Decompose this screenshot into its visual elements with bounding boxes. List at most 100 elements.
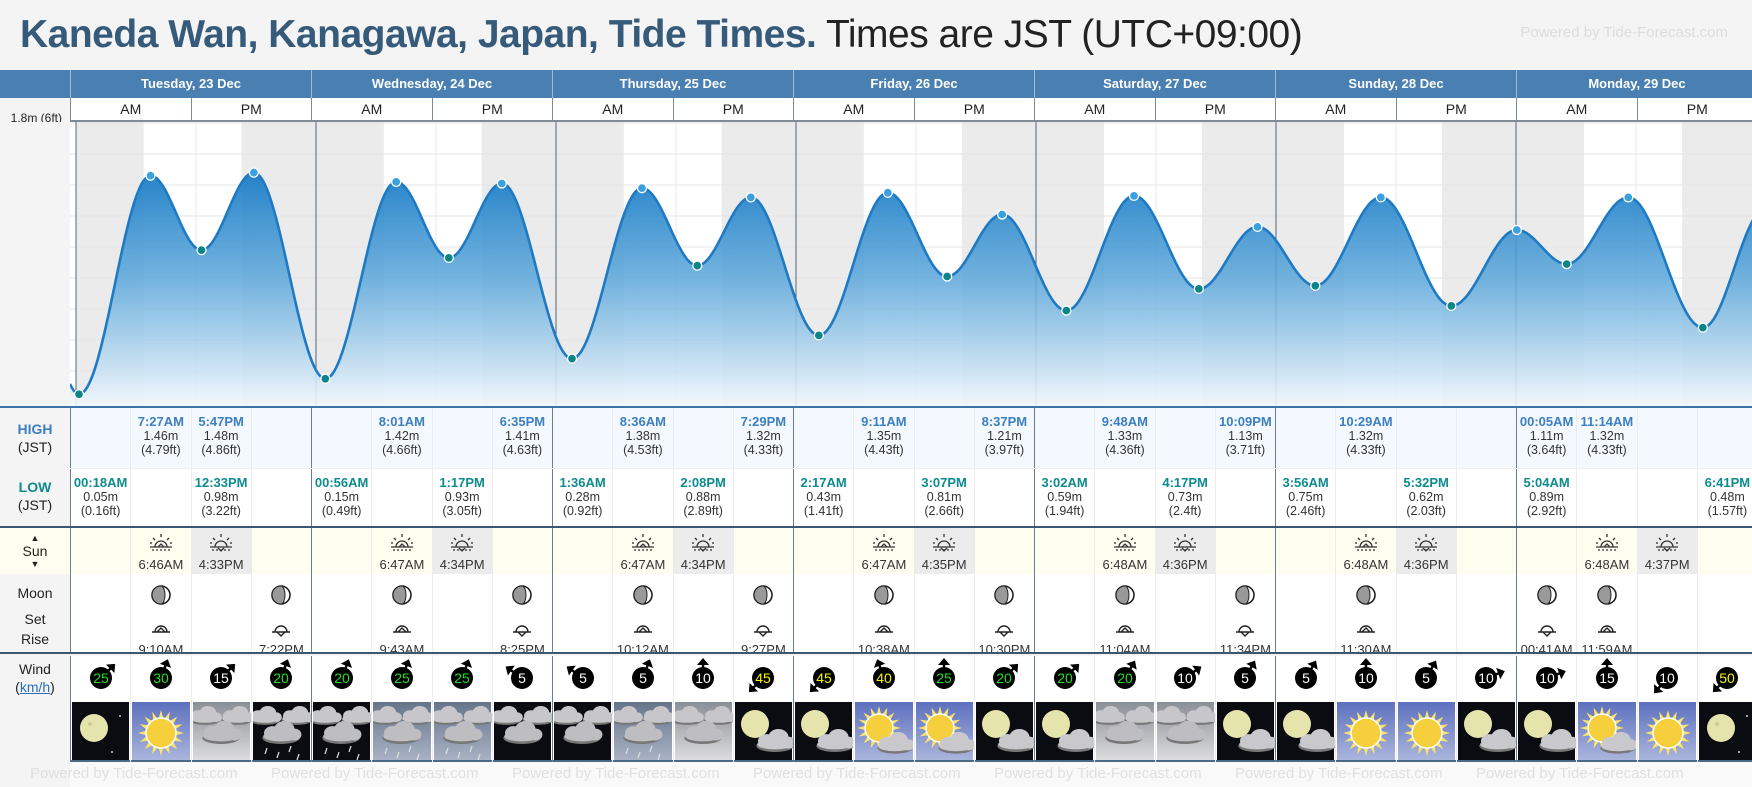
- day-header: Sunday, 28 Dec: [1275, 70, 1516, 98]
- moon-cell: 11:30AM: [1335, 574, 1395, 652]
- moon-cell: 7:22PM: [250, 574, 311, 652]
- wind-arrow-icon: 20: [312, 658, 371, 700]
- wind-arrow-icon: 5: [1397, 658, 1456, 700]
- wind-cell: 15: [1576, 656, 1636, 700]
- moonrise-icon: [1336, 619, 1395, 642]
- weather-cell: [70, 700, 130, 762]
- wind-arrow-icon: 5: [1216, 658, 1275, 700]
- wind-cell: 10: [672, 656, 733, 700]
- high-tide-time: 9:11AM: [861, 414, 907, 429]
- moon-cell: [311, 574, 371, 652]
- high-tide-time: 5:47PM: [198, 414, 244, 429]
- wind-arrow-icon: 20: [975, 658, 1034, 700]
- high-tide-meters: 1.35m: [866, 429, 902, 443]
- high-tide-feet: (4.36ft): [1105, 443, 1145, 457]
- low-tide-feet: (2.46ft): [1285, 504, 1326, 518]
- moon-cell: 9:10AM: [130, 574, 190, 652]
- high-tide-cell: 10:09PM 1.13m (3.71ft): [1214, 408, 1275, 468]
- wind-cell: 5: [491, 656, 552, 700]
- day-header: Wednesday, 24 Dec: [311, 70, 552, 98]
- night-partly-cloudy-icon: [734, 702, 793, 760]
- moonrise-icon: [613, 619, 672, 642]
- sun-cell: 4:36PM: [1154, 528, 1215, 574]
- high-tide-feet: (4.53ft): [623, 443, 663, 457]
- moonrise-time: 9:43AM: [379, 642, 425, 652]
- low-tide-point: [1061, 305, 1072, 316]
- sun-cell: 6:48AM: [1335, 528, 1395, 574]
- wind-cell: 50: [1696, 656, 1752, 700]
- sunrise-icon: [854, 532, 913, 557]
- moon-cell: [793, 574, 853, 652]
- wind-arrow-icon: 10: [1517, 658, 1576, 700]
- low-tide-cell: [973, 469, 1034, 526]
- moonset-icon: [1216, 619, 1275, 642]
- pm-label: PM: [190, 98, 312, 120]
- night-rain-icon: [312, 702, 372, 761]
- sunrise-time: 6:48AM: [1584, 557, 1630, 572]
- low-tide-time: 1:17PM: [439, 475, 485, 490]
- svg-text:20: 20: [334, 670, 350, 686]
- high-tide-point: [1128, 190, 1140, 201]
- moon-phase-icon: [1095, 584, 1154, 611]
- wind-arrow-icon: 10: [1638, 658, 1697, 700]
- wind-arrow-icon: 5: [1276, 658, 1335, 700]
- low-tide-cell: 1:36AM 0.28m (0.92ft): [552, 469, 612, 526]
- moon-cell: 10:38AM: [853, 574, 913, 652]
- high-tide-cell: 00:05AM 1.11m (3.64ft): [1516, 408, 1576, 468]
- low-tide-feet: (1.94ft): [1044, 504, 1085, 518]
- high-tide-cell: [1275, 408, 1335, 468]
- cloudy-icon: [191, 702, 251, 760]
- night-rain-icon: [251, 702, 311, 761]
- moonset-time: 11:34PM: [1219, 642, 1271, 652]
- high-row-label: HIGH (JST): [0, 408, 70, 468]
- moon-phase-icon: [252, 584, 311, 611]
- day-header: Saturday, 27 Dec: [1034, 70, 1275, 98]
- cloudy-icon: [673, 702, 733, 760]
- high-tide-feet: (4.33ft): [743, 443, 784, 457]
- sun-cell: [1275, 528, 1335, 574]
- wind-unit-link[interactable]: km/h: [19, 679, 51, 695]
- sunset-icon: [433, 532, 492, 557]
- night-partly-cloudy-icon: [1036, 702, 1095, 760]
- high-tide-cell: [1455, 408, 1516, 468]
- high-tide-time: 6:35PM: [499, 414, 546, 429]
- moon-phase-icon: [975, 584, 1034, 611]
- am-label: AM: [1516, 98, 1637, 120]
- wind-cell: 20: [311, 656, 371, 700]
- weather-row: [70, 700, 1752, 762]
- tide-line: [68, 171, 1752, 396]
- low-tide-cell: 3:56AM 0.75m (2.46ft): [1275, 469, 1335, 526]
- high-tide-meters: 1.33m: [1107, 429, 1143, 443]
- low-tide-feet: (1.41ft): [803, 504, 844, 518]
- low-tide-time: 6:41PM: [1704, 475, 1751, 490]
- high-tide-cell: 7:29PM 1.32m (4.33ft): [732, 408, 793, 468]
- sun-cell: [1034, 528, 1094, 574]
- low-tide-cell: 00:18AM 0.05m (0.16ft): [70, 469, 130, 526]
- svg-text:40: 40: [876, 670, 892, 686]
- low-tide-feet: (2.89ft): [683, 504, 723, 518]
- wind-cell: 5: [552, 656, 612, 700]
- weather-cell: [311, 700, 372, 762]
- tide-area: [70, 172, 1752, 406]
- low-tide-cell: 5:32PM 0.62m (2.03ft): [1395, 469, 1456, 526]
- weather-cell: [913, 700, 974, 762]
- wind-cell: 25: [70, 656, 130, 700]
- high-tide-time: 00:05AM: [1519, 414, 1574, 429]
- high-tide-cell: 9:48AM 1.33m (4.36ft): [1094, 408, 1154, 468]
- weather-cell: [1154, 700, 1215, 762]
- moonrise-time: 11:30AM: [1340, 642, 1392, 652]
- moon-cell: [70, 574, 130, 652]
- wind-cell: 10: [1335, 656, 1395, 700]
- sunrise-icon: [1577, 532, 1636, 557]
- powered-by-watermark: Powered by Tide-Forecast.com: [271, 765, 479, 782]
- weather-cell: [250, 700, 311, 762]
- low-tide-cell: 2:08PM 0.88m (2.89ft): [672, 469, 733, 526]
- powered-by-watermark: Powered by Tide-Forecast.com: [1476, 765, 1684, 782]
- low-tide-point: [813, 330, 824, 341]
- low-tide-time: 00:56AM: [314, 475, 369, 490]
- tide-chart: [0, 122, 1752, 406]
- wind-cell: 5: [612, 656, 672, 700]
- high-tz-label: (JST): [17, 439, 53, 455]
- wind-arrow-icon: 20: [1035, 658, 1094, 700]
- svg-text:25: 25: [394, 670, 410, 686]
